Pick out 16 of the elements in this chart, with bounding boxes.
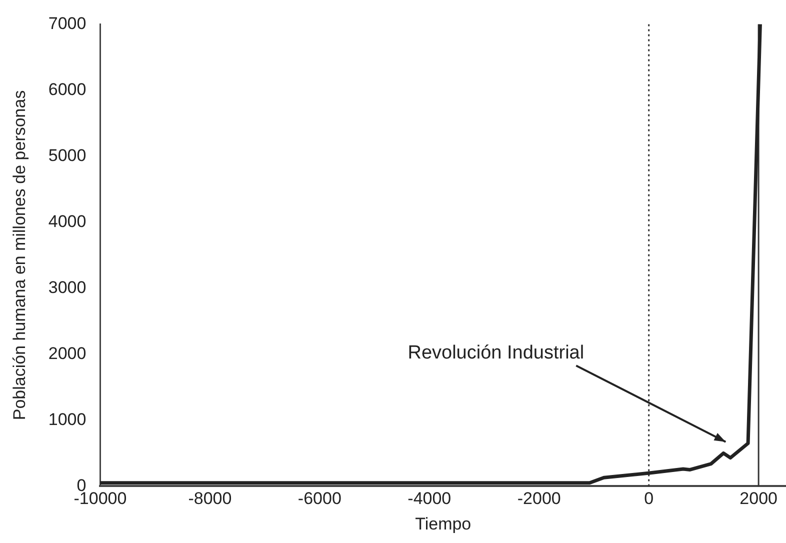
y-tick-label: 6000 bbox=[48, 80, 86, 99]
y-tick-label: 5000 bbox=[48, 146, 86, 165]
x-axis-title: Tiempo bbox=[415, 514, 472, 534]
y-tick-label: 4000 bbox=[48, 212, 86, 231]
y-tick-label: 1000 bbox=[48, 410, 86, 429]
y-axis-title: Población humana en millones de personas bbox=[10, 90, 29, 420]
y-tick-label: 7000 bbox=[48, 14, 86, 33]
x-tick-label: -6000 bbox=[298, 489, 342, 508]
x-tick-label: -4000 bbox=[408, 489, 452, 508]
x-tick-label: -8000 bbox=[188, 489, 232, 508]
x-tick-label: -2000 bbox=[517, 489, 561, 508]
y-tick-label: 3000 bbox=[48, 278, 86, 297]
x-tick-label: 2000 bbox=[740, 489, 778, 508]
x-tick-label: 0 bbox=[644, 489, 654, 508]
annotation: Revolución Industrial bbox=[408, 342, 584, 364]
y-tick-label: 2000 bbox=[48, 344, 86, 363]
